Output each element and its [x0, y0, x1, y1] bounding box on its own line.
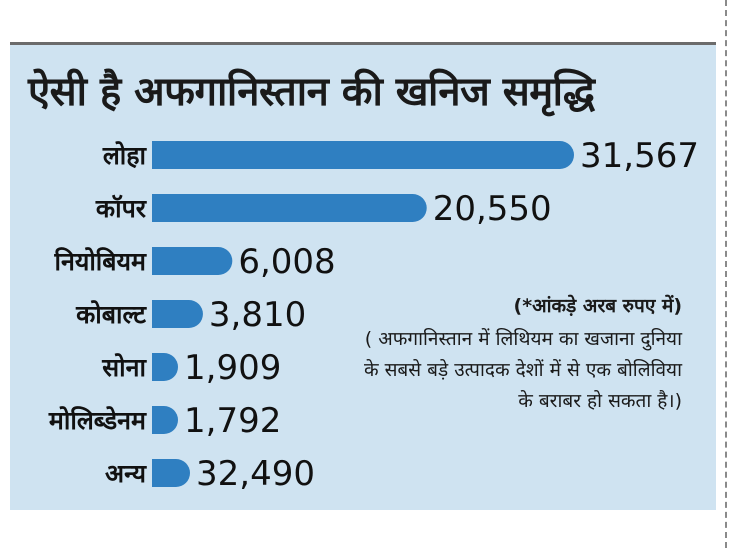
value-label: 1,909 — [184, 348, 281, 388]
value-label: 31,567 — [580, 136, 699, 176]
bar — [152, 353, 178, 381]
category-label: कॉपर — [95, 194, 148, 223]
category-label: मोलिब्डेनम — [48, 406, 147, 435]
value-label: 3,810 — [209, 295, 306, 335]
chart-background — [10, 42, 716, 510]
category-label: सोना — [101, 353, 147, 382]
value-label: 32,490 — [196, 454, 315, 494]
value-label: 6,008 — [238, 242, 335, 282]
category-label: लोहा — [102, 141, 148, 170]
annotation-text: ( अफगानिस्तान में लिथियम का खजाना दुनिया… — [363, 328, 682, 412]
value-label: 20,550 — [433, 189, 552, 229]
bar — [152, 247, 233, 275]
bar — [152, 300, 203, 328]
value-label: 1,792 — [184, 401, 281, 441]
top-divider — [10, 42, 716, 45]
bar — [152, 459, 190, 487]
category-label: कोबाल्ट — [75, 300, 147, 329]
bar — [152, 406, 178, 434]
chart-title: ऐसी है अफगानिस्तान की खनिज समृद्धि — [28, 69, 595, 115]
category-label: नियोबियम — [53, 247, 147, 276]
bar — [152, 194, 427, 222]
category-label: अन्य — [105, 459, 147, 488]
column-rule — [725, 0, 727, 548]
bar — [152, 141, 574, 169]
unit-note: (*आंकड़े अरब रुपए में) — [513, 295, 682, 317]
chart-note: (*आंकड़े अरब रुपए में) ( अफगानिस्तान में… — [362, 292, 682, 417]
